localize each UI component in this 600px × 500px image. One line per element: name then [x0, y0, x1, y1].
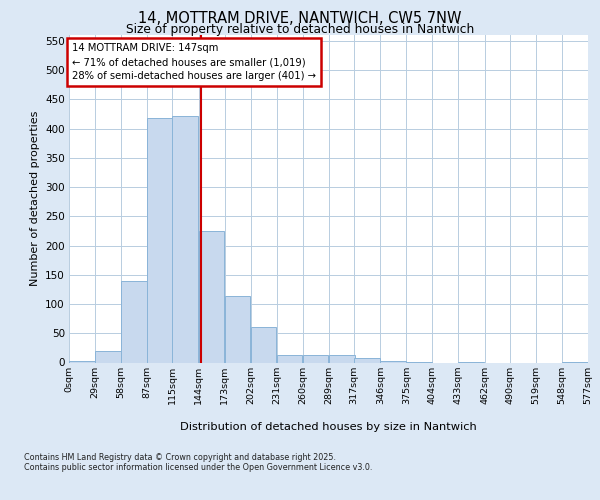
Bar [277, 355, 302, 362]
Text: Distribution of detached houses by size in Nantwich: Distribution of detached houses by size … [181, 422, 477, 432]
Bar [172, 116, 198, 362]
Bar [329, 355, 355, 362]
Text: 14, MOTTRAM DRIVE, NANTWICH, CW5 7NW: 14, MOTTRAM DRIVE, NANTWICH, CW5 7NW [138, 11, 462, 26]
Text: Contains public sector information licensed under the Open Government Licence v3: Contains public sector information licen… [24, 462, 373, 471]
Bar [95, 351, 121, 362]
Y-axis label: Number of detached properties: Number of detached properties [29, 111, 40, 286]
Text: Size of property relative to detached houses in Nantwich: Size of property relative to detached ho… [126, 22, 474, 36]
Bar [354, 358, 380, 362]
Text: 14 MOTTRAM DRIVE: 147sqm
← 71% of detached houses are smaller (1,019)
28% of sem: 14 MOTTRAM DRIVE: 147sqm ← 71% of detach… [71, 43, 316, 81]
Bar [303, 355, 329, 362]
Bar [147, 118, 173, 362]
Text: Contains HM Land Registry data © Crown copyright and database right 2025.: Contains HM Land Registry data © Crown c… [24, 452, 336, 462]
Bar [199, 231, 224, 362]
Bar [224, 296, 250, 362]
Bar [251, 328, 277, 362]
Bar [121, 280, 147, 362]
